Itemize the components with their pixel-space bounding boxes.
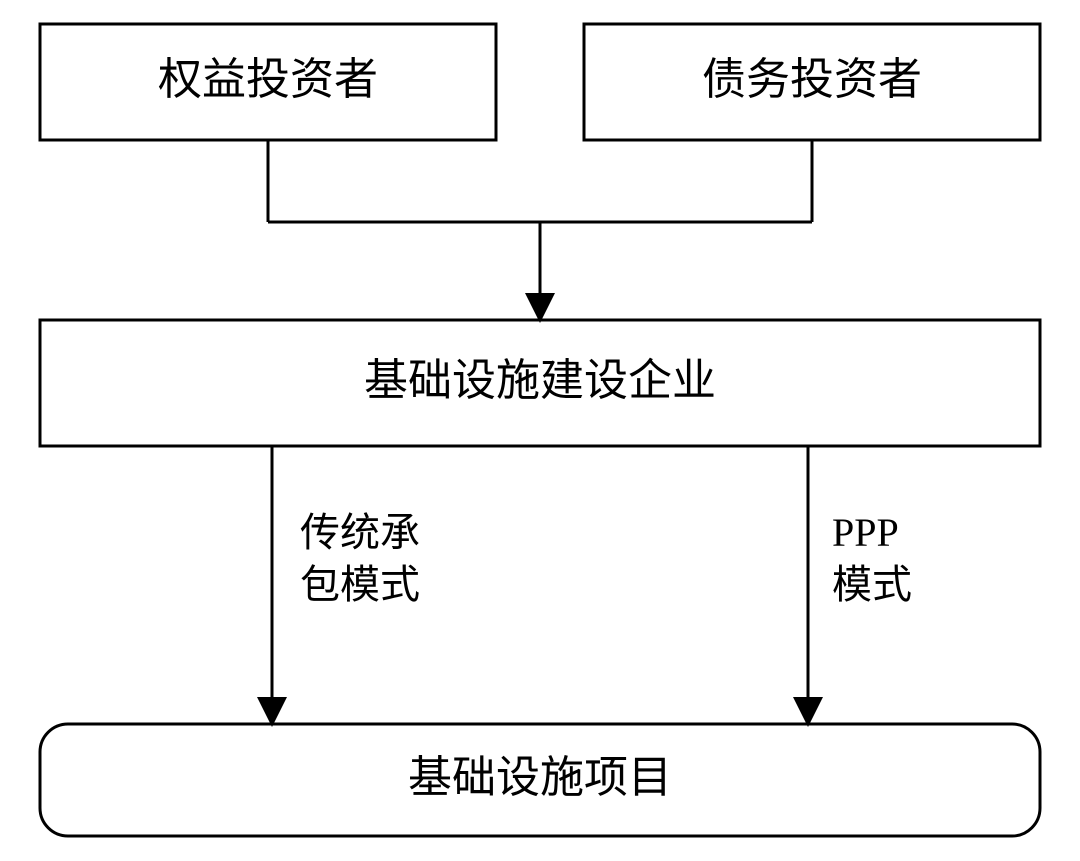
label-traditional-line2: 包模式 bbox=[300, 562, 420, 607]
node-infra-enterprise-label: 基础设施建设企业 bbox=[364, 356, 716, 405]
label-ppp-line1: PPP bbox=[832, 510, 899, 555]
label-ppp-line2: 模式 bbox=[832, 562, 912, 607]
node-infra-project-label: 基础设施项目 bbox=[408, 753, 672, 802]
label-traditional-line1: 传统承 bbox=[300, 510, 420, 555]
node-equity-investor-label: 权益投资者 bbox=[158, 55, 378, 104]
node-debt-investor-label: 债务投资者 bbox=[702, 55, 922, 104]
